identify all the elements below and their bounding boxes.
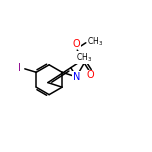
Text: O: O (86, 70, 94, 80)
Text: I: I (18, 63, 21, 73)
Text: CH$_3$: CH$_3$ (76, 52, 92, 64)
Text: N: N (73, 72, 80, 82)
Text: CH$_3$: CH$_3$ (87, 36, 103, 48)
Text: O: O (73, 39, 80, 49)
